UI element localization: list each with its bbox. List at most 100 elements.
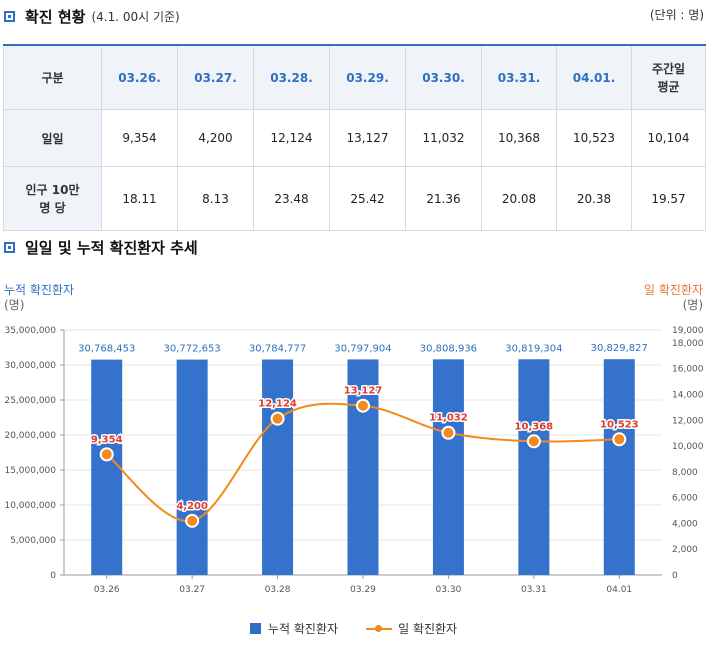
left-tick-label: 15,000,000 [4,466,56,476]
legend-line-swatch [366,623,393,634]
x-tick-label: 04.01 [606,585,632,595]
square-bullet-icon [4,242,15,253]
chart-legend: 누적 확진환자 일 확진환자 [250,620,457,637]
bar-value-label: 30,784,777 [249,344,306,355]
table-cell: 20.08 [481,166,557,231]
section-trend-header: 일일 및 누적 확진환자 추세 [4,237,198,258]
line-value-label: 10,368 [515,421,554,432]
stats-table: 구분 03.26. 03.27. 03.28. 03.29. 03.30. 03… [3,44,706,231]
table-cell: 10,368 [481,109,557,167]
left-tick-label: 25,000,000 [4,396,56,406]
left-axis-title: 누적 확진환자 [4,283,75,297]
square-bullet-icon [4,11,15,22]
line-value-label: 13,127 [344,386,383,397]
line-point [441,425,456,440]
header-cell: 03.28. [253,44,330,110]
header-cell: 03.31. [481,44,557,110]
header-cell: 주간일 평균 [631,44,706,110]
header-cell: 04.01. [556,44,632,110]
section-subtitle: (4.1. 00시 기준) [91,10,180,24]
line-value-label: 12,124 [258,399,297,410]
line-value-label: 10,523 [600,419,639,430]
bar-value-label: 30,808,936 [420,343,477,354]
right-axis-title: 일 확진환자 [643,283,703,297]
line-point [99,447,114,462]
line-point [270,411,285,426]
line-value-label: 4,200 [176,501,208,512]
row-label: 일일 [3,109,102,167]
line-value-label: 9,354 [91,434,123,445]
header-cell: 03.27. [177,44,254,110]
bar-value-label: 30,797,904 [334,343,391,354]
right-tick-label: 16,000 [672,365,704,375]
left-tick-label: 20,000,000 [4,431,56,441]
row-label: 인구 10만 명 당 [3,166,102,231]
bar-value-label: 30,819,304 [505,343,562,354]
x-tick-label: 03.28 [265,585,291,595]
section-title: 확진 현황 [25,8,86,26]
bar [432,359,464,575]
bar [176,359,208,575]
right-tick-label: 19,000 [672,326,704,336]
table-cell: 25.42 [329,166,406,231]
bar-value-label: 30,772,653 [164,344,221,355]
table-cell: 20.38 [556,166,632,231]
x-tick-label: 03.26 [94,585,120,595]
left-tick-label: 0 [50,571,56,581]
right-tick-label: 14,000 [672,390,704,400]
legend-label: 일 확진환자 [398,622,458,636]
unit-label: (단위 : 명) [649,8,704,22]
bar [518,359,550,575]
section-status-header: 확진 현황 (4.1. 00시 기준) [4,6,180,27]
left-tick-label: 30,000,000 [4,361,56,371]
left-tick-label: 10,000,000 [4,501,56,511]
right-tick-label: 4,000 [672,519,698,529]
table-cell: 19.57 [631,166,706,231]
line-point [526,434,541,449]
legend-bar-swatch [250,623,261,634]
x-tick-label: 03.29 [350,585,376,595]
right-tick-label: 10,000 [672,442,704,452]
trend-chart: 0 5,000,000 10,000,000 15,000,000 20,000,000… [4,326,704,595]
bar [91,359,123,575]
table-cell: 8.13 [177,166,254,231]
table-row: 인구 10만 명 당 18.11 8.13 23.48 25.42 21.36 … [3,166,706,231]
bar-value-label: 30,768,453 [78,344,135,355]
table-header-row: 구분 03.26. 03.27. 03.28. 03.29. 03.30. 03… [3,44,706,110]
right-axis-unit: (명) [682,298,703,312]
bar-value-label: 30,829,827 [591,343,648,354]
table-cell: 13,127 [329,109,406,167]
header-cell: 03.26. [101,44,178,110]
line-value-label: 11,032 [429,413,468,424]
legend-label: 누적 확진환자 [268,622,339,636]
line-point [356,398,370,413]
right-tick-label: 2,000 [672,545,698,555]
x-tick-label: 03.30 [436,585,462,595]
table-cell: 21.36 [405,166,482,231]
right-tick-label: 0 [672,571,678,581]
bar [347,359,379,575]
table-cell: 10,104 [631,109,706,167]
table-cell: 9,354 [101,109,178,167]
right-tick-label: 8,000 [672,468,698,478]
header-cell: 구분 [3,44,102,110]
right-tick-label: 6,000 [672,494,698,504]
header-cell: 03.30. [405,44,482,110]
table-cell: 10,523 [556,109,632,167]
section-title: 일일 및 누적 확진환자 추세 [25,239,198,257]
x-tick-label: 03.27 [179,585,205,595]
table-cell: 23.48 [253,166,330,231]
left-axis-unit: (명) [4,298,25,312]
line-point [612,432,627,447]
table-cell: 18.11 [101,166,178,231]
header-cell: 03.29. [329,44,406,110]
x-tick-label: 03.31 [521,585,547,595]
table-row: 일일 9,354 4,200 12,124 13,127 11,032 10,3… [3,109,706,167]
bar [603,359,635,575]
table-cell: 11,032 [405,109,482,167]
right-tick-label: 18,000 [672,339,704,349]
right-tick-label: 12,000 [672,416,704,426]
left-tick-label: 35,000,000 [4,326,56,336]
table-cell: 12,124 [253,109,330,167]
table-cell: 4,200 [177,109,254,167]
